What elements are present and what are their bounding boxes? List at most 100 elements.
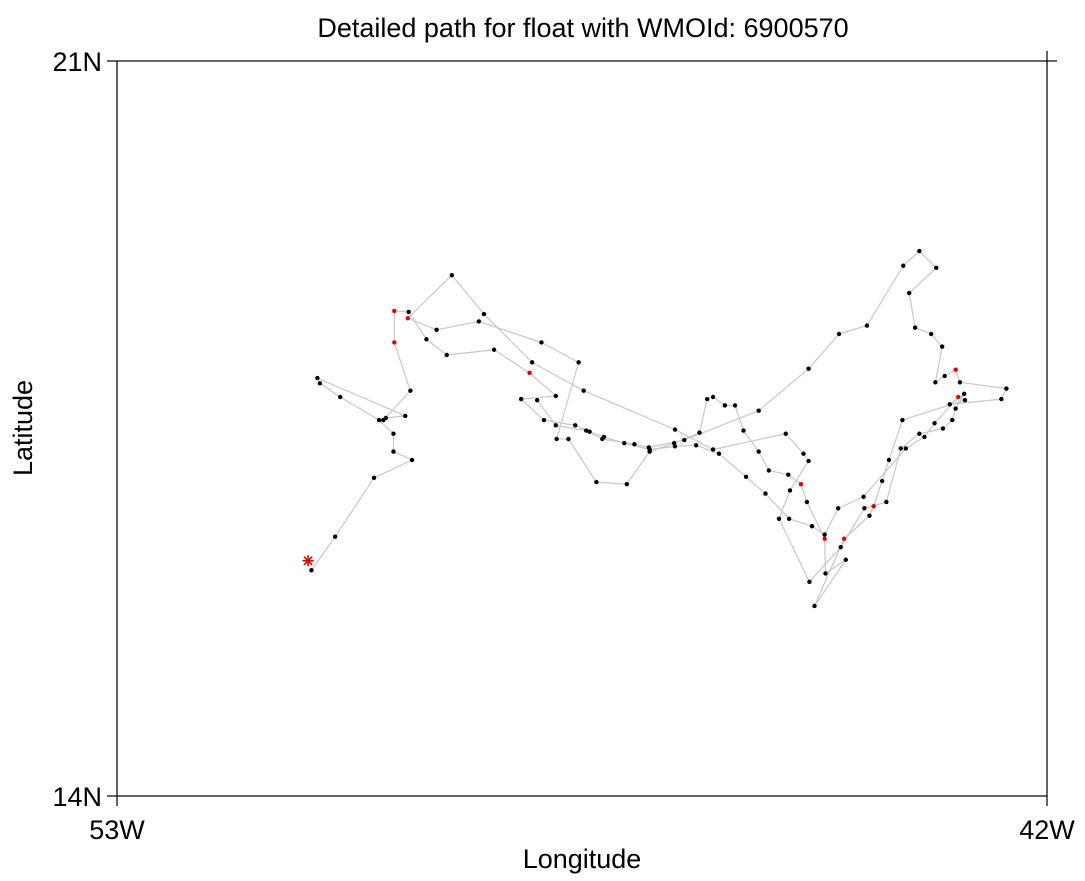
- path-segment: [541, 341, 579, 363]
- highlighted-profile-point: [392, 308, 397, 314]
- start-asterisk-marker: [302, 555, 314, 567]
- highlighted-profile-point: [956, 394, 961, 400]
- path-segment: [373, 459, 413, 479]
- profile-point: [553, 393, 558, 399]
- path-segment: [905, 436, 925, 449]
- profile-point: [693, 443, 699, 448]
- y-axis: 21N 14N Latitude: [8, 47, 1057, 812]
- profile-point: [581, 388, 586, 393]
- profile-point: [682, 437, 687, 443]
- start-marker-stroke: [303, 556, 313, 566]
- path-segment: [317, 377, 406, 417]
- path-segment: [555, 424, 587, 432]
- x-tick-label: 42W: [1019, 815, 1075, 845]
- profile-point: [763, 491, 768, 496]
- profile-point: [391, 431, 396, 436]
- profile-point: [756, 449, 761, 454]
- path-segment: [382, 390, 411, 421]
- profile-point: [879, 478, 885, 484]
- path-segment: [378, 419, 394, 435]
- profile-point: [741, 428, 746, 433]
- path-segment: [955, 369, 961, 383]
- path-segment: [626, 451, 651, 485]
- path-segment: [493, 349, 530, 374]
- path-segment: [567, 438, 597, 483]
- profile-point: [806, 366, 811, 371]
- profile-point: [646, 445, 651, 450]
- profile-point: [823, 571, 828, 576]
- path-segment: [923, 422, 936, 438]
- profile-point: [861, 494, 866, 499]
- profile-point: [906, 290, 912, 296]
- profile-point: [786, 516, 792, 521]
- profile-point: [886, 457, 892, 463]
- profile-point: [647, 449, 652, 454]
- path-segment: [649, 445, 676, 451]
- profile-point: [732, 403, 738, 408]
- x-axis-label: Longitude: [523, 844, 642, 874]
- profile-point: [534, 397, 540, 403]
- profile-point: [917, 431, 922, 436]
- plot-frame: [116, 60, 1048, 797]
- profile-point: [900, 417, 905, 423]
- path-segment: [531, 361, 584, 392]
- path-segment: [788, 518, 813, 527]
- path-segment: [529, 372, 557, 397]
- profile-point: [801, 451, 806, 456]
- profile-point: [864, 323, 870, 328]
- path-segment: [758, 451, 770, 471]
- profile-point: [600, 436, 605, 442]
- profile-point: [338, 394, 343, 400]
- path-segment: [885, 448, 902, 503]
- path-segment: [446, 349, 495, 356]
- path-segment: [589, 431, 605, 438]
- profile-point: [573, 423, 578, 428]
- path-segment: [808, 546, 842, 583]
- y-tick-label: 21N: [52, 47, 102, 77]
- path-segment: [811, 525, 825, 536]
- path-segment: [745, 476, 766, 495]
- y-tick-label: 14N: [52, 782, 102, 812]
- profile-point: [624, 481, 630, 487]
- path-segment: [765, 493, 790, 520]
- profile-point: [672, 427, 678, 432]
- profile-point: [518, 396, 524, 402]
- profile-point: [584, 428, 589, 433]
- path-segment: [806, 501, 826, 540]
- profile-points: [309, 248, 1009, 609]
- path-segment: [674, 429, 714, 451]
- profile-point: [449, 273, 454, 278]
- path-segment: [787, 474, 802, 485]
- path-segment: [800, 483, 808, 503]
- path-segment: [339, 396, 380, 421]
- profile-point: [928, 331, 934, 337]
- profile-point: [933, 380, 938, 385]
- path-segment: [778, 518, 810, 583]
- path-segment: [698, 398, 708, 433]
- path-segment: [436, 320, 479, 331]
- profile-point: [1004, 386, 1009, 391]
- profile-point: [922, 434, 927, 440]
- profile-point: [756, 408, 761, 413]
- profile-point: [594, 479, 599, 485]
- profile-point: [539, 340, 544, 345]
- path-segment: [319, 382, 341, 398]
- profile-point: [932, 421, 937, 426]
- highlighted-profile-point: [405, 316, 411, 321]
- path-segment: [949, 398, 1002, 405]
- profile-point: [806, 458, 811, 464]
- highlighted-profile-point: [798, 481, 804, 487]
- path-segment: [674, 444, 697, 447]
- profile-point: [743, 474, 749, 479]
- path-segment: [649, 442, 675, 453]
- profile-point: [332, 534, 338, 539]
- profile-point: [566, 436, 571, 442]
- path-segment: [536, 399, 557, 426]
- profile-point: [947, 402, 952, 407]
- profile-point: [898, 446, 903, 451]
- profile-point: [553, 423, 558, 428]
- path-segment: [908, 292, 916, 328]
- profile-point: [722, 403, 728, 408]
- profile-point: [309, 568, 314, 573]
